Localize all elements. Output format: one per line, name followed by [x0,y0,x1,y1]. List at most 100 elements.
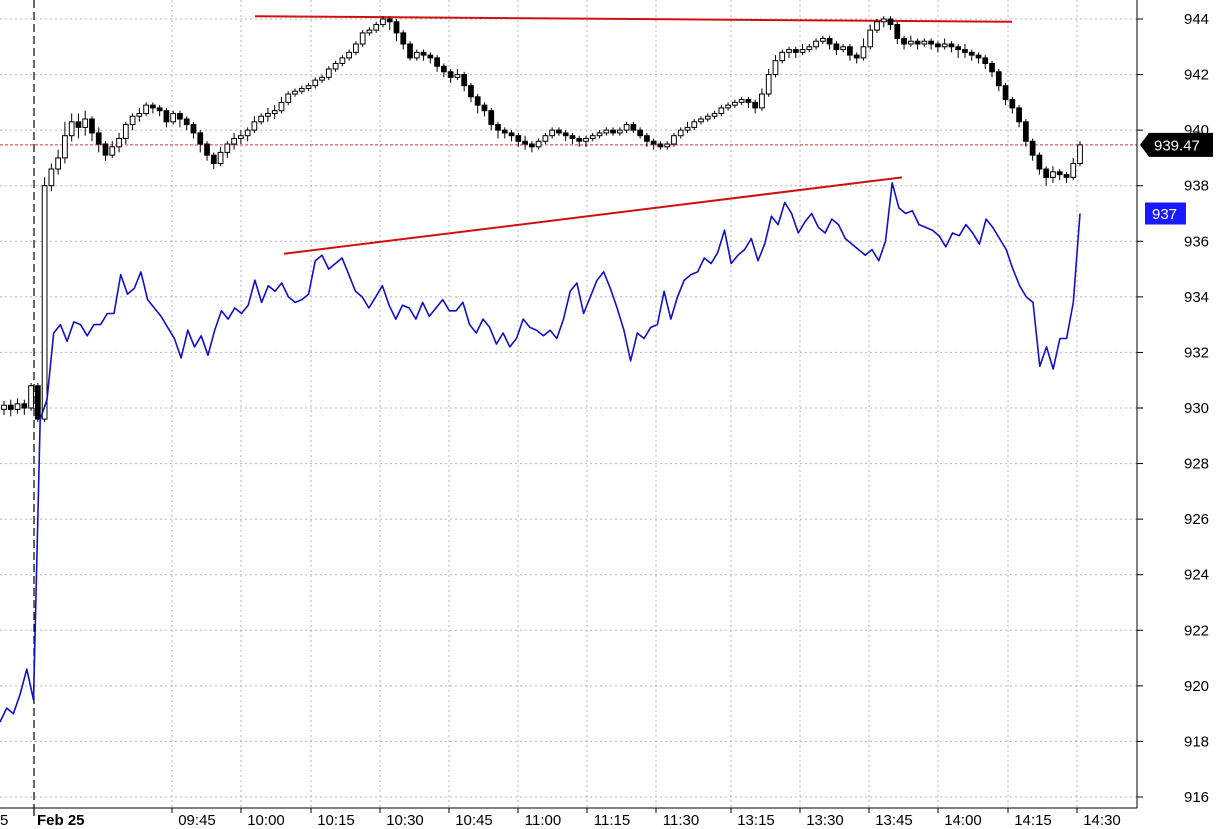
candle-down [400,32,407,45]
candle-down [441,65,447,73]
candle-up [271,110,278,114]
y-tick-label: 928 [1184,456,1209,473]
candle-down [853,54,860,59]
candlestick-series [1,16,1083,422]
candle-up [244,129,251,137]
candle-up [55,157,62,170]
candle-up [589,135,596,139]
candle-down [562,132,569,137]
candle-up [353,43,359,53]
y-tick-label: 916 [1184,789,1209,806]
candle-up [332,62,339,70]
candle-up [312,79,319,87]
candle-up [278,101,285,112]
candle-down [197,132,204,145]
x-tick-label: 10:00 [247,812,285,829]
candle-down [474,96,481,106]
candle-up [603,129,610,134]
x-tick-label-partial: 5 [0,812,8,829]
trendline [283,176,903,255]
value-badges: 939.47 937 [1140,132,1213,225]
x-tick-label: 10:45 [455,812,493,829]
candle-up [366,29,373,34]
candle-down [522,140,528,145]
candle-up [319,76,325,81]
candle-up [765,74,772,95]
y-tick-label: 918 [1184,733,1209,750]
x-date-label: Feb 25 [37,812,85,829]
candle-up [806,46,813,51]
y-tick-label: 934 [1184,289,1209,306]
candle-up [292,90,298,95]
candle-down [610,129,616,134]
x-tick-label: 14:15 [1014,812,1052,829]
candle-down [102,143,109,156]
candle-down [150,104,156,109]
candle-up [48,168,55,187]
candle-down [556,129,562,134]
candle-up [623,124,630,131]
candle-down [488,110,495,126]
candle-down [833,43,840,51]
candle-down [752,101,759,109]
candle-down [420,51,427,56]
candle-up [143,104,149,114]
axes [0,0,1143,809]
x-axis-tick-labels: 5 Feb 25 09:45 10:00 10:15 10:30 10:45 11:00 1… [0,808,1121,829]
candle-up [799,49,806,53]
candle-up [359,32,366,45]
candle-up [860,46,867,59]
candle-up [305,85,312,89]
blue-series-line [0,182,1081,723]
candle-down [21,403,28,409]
candle-up [535,140,542,148]
candle-down [501,129,508,134]
candle-down [989,62,995,73]
candle-down [495,124,501,131]
candle-down [1043,168,1050,178]
trendline [254,15,1013,23]
candle-down [657,143,664,148]
candle-down [995,71,1002,87]
candle-down [745,99,752,103]
y-tick-label: 944 [1184,11,1209,28]
candle-up [265,112,271,117]
y-tick-label: 926 [1184,511,1209,528]
candle-up [413,51,420,59]
candle-down [7,404,14,410]
candle-down [447,71,454,78]
candle-down [468,85,474,98]
y-tick-label: 922 [1184,622,1209,639]
x-tick-label: 11:30 [663,812,699,829]
candle-up [698,118,704,123]
candle-down [75,121,82,128]
last-price-badge [1140,132,1213,157]
candle-down [427,54,434,59]
x-tick-label: 14:30 [1083,812,1121,829]
candle-up [880,18,887,23]
candle-down [434,57,440,67]
x-tick-label: 13:45 [875,812,913,829]
candle-up [41,185,48,420]
candle-up [677,129,684,137]
candle-down [481,104,488,112]
candle-up [840,46,847,51]
candle-down [928,40,934,45]
candle-down [1016,107,1022,123]
candle-up [759,93,765,109]
candle-down [386,18,393,23]
candle-down [948,43,955,48]
candle-up [813,40,819,48]
x-tick-label: 11:00 [525,812,561,829]
candle-up [109,146,116,156]
candle-up [136,112,143,117]
candle-up [786,49,792,53]
candle-up [339,57,346,64]
candle-down [204,143,210,156]
blue-series-badge-label: 937 [1152,206,1177,223]
candle-up [28,385,34,409]
candle-up [731,101,738,106]
candle-up [725,104,731,109]
x-tick-label: 11:15 [594,812,630,829]
candle-up [691,121,698,128]
